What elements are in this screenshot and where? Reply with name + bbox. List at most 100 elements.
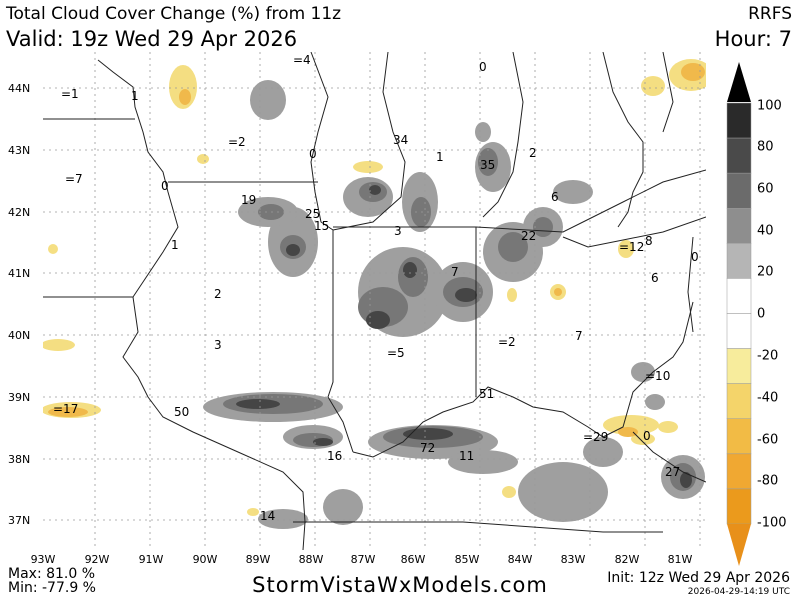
map-grid — [43, 52, 706, 550]
value-label: 27 — [665, 465, 680, 479]
lat-label: 44N — [8, 82, 31, 95]
lon-label: 91W — [138, 553, 164, 566]
value-label: 0 — [309, 147, 317, 161]
lon-label: 82W — [614, 553, 640, 566]
lon-label: 84W — [507, 553, 533, 566]
value-label: 0 — [691, 250, 699, 264]
color-legend — [726, 62, 752, 566]
value-label: 7 — [575, 329, 583, 343]
value-label: 6 — [651, 271, 659, 285]
site-name: StormVistaWxModels.com — [252, 573, 548, 597]
lon-label: 89W — [245, 553, 271, 566]
value-label: 11 — [459, 449, 474, 463]
legend-color-box — [726, 418, 752, 455]
legend-label: -100 — [757, 515, 787, 531]
lon-label: 83W — [560, 553, 586, 566]
value-label: 0 — [479, 60, 487, 74]
lat-label: 42N — [8, 206, 31, 219]
value-label: 25 — [305, 207, 320, 221]
legend-color-box — [726, 243, 752, 279]
legend-label: 100 — [757, 98, 782, 114]
valid-time: Valid: 19z Wed 29 Apr 2026 — [6, 27, 298, 51]
value-label: 19 — [241, 193, 256, 207]
lon-label: 92W — [84, 553, 110, 566]
chart-title: Total Cloud Cover Change (%) from 11z — [6, 4, 342, 24]
lon-label: 87W — [350, 553, 376, 566]
legend-label: 60 — [757, 181, 774, 197]
value-label: =2 — [228, 135, 246, 149]
value-label: =17 — [53, 402, 78, 416]
forecast-hour: Hour: 7 — [714, 27, 792, 51]
value-label: =10 — [645, 369, 670, 383]
value-label: =29 — [583, 430, 608, 444]
legend-color-box — [726, 453, 752, 490]
cloud-field — [43, 59, 706, 529]
legend-label: -60 — [757, 432, 779, 448]
state-borders — [43, 52, 706, 550]
value-label: 50 — [174, 405, 189, 419]
legend-label: -20 — [757, 348, 779, 364]
value-label: =12 — [619, 240, 644, 254]
value-label: 7 — [451, 265, 459, 279]
value-label: 15 — [314, 219, 329, 233]
value-label: 22 — [521, 229, 536, 243]
legend-label: -80 — [757, 473, 779, 489]
value-label: =4 — [293, 53, 311, 67]
value-label: 14 — [260, 509, 275, 523]
value-label: 2 — [214, 287, 222, 301]
legend-color-box — [726, 102, 752, 139]
value-label: 6 — [551, 190, 559, 204]
legend-arrow-top — [727, 62, 751, 102]
lon-label: 90W — [192, 553, 218, 566]
value-label: 1 — [131, 89, 139, 103]
lat-label: 38N — [8, 453, 31, 466]
value-label: 3 — [214, 338, 222, 352]
lon-label: 85W — [454, 553, 480, 566]
value-label: 0 — [643, 429, 651, 443]
legend-color-box — [726, 208, 752, 244]
lon-label: 93W — [30, 553, 56, 566]
value-label: =7 — [65, 172, 83, 186]
legend-color-box — [726, 137, 752, 174]
max-value: Max: 81.0 % — [8, 566, 96, 582]
lat-label: 43N — [8, 144, 31, 157]
lat-label: 37N — [8, 514, 31, 527]
value-label: 34 — [393, 133, 408, 147]
init-time: Init: 12z Wed 29 Apr 2026 — [607, 570, 790, 586]
map-canvas: =4 0 =1 1 =2 0 34 1 35 2 =7 0 19 25 15 6… — [43, 52, 706, 550]
legend-boxes — [726, 102, 752, 525]
legend-label: 0 — [757, 306, 766, 322]
legend-label: 40 — [757, 223, 774, 239]
value-label: 35 — [480, 158, 495, 172]
value-label: 3 — [394, 224, 402, 238]
value-label: 2 — [529, 146, 537, 160]
min-value: Min: -77.9 % — [8, 580, 96, 596]
value-label: 16 — [327, 449, 342, 463]
legend-color-box — [726, 278, 752, 314]
legend-color-box — [726, 313, 752, 349]
legend-label: 80 — [757, 139, 774, 155]
model-name: RRFS — [748, 4, 792, 24]
legend-color-box — [726, 383, 752, 419]
legend-color-box — [726, 488, 752, 525]
value-label: =5 — [387, 346, 405, 360]
value-label: =1 — [61, 87, 79, 101]
legend-label: 20 — [757, 264, 774, 280]
lat-label: 39N — [8, 391, 31, 404]
legend-color-box — [726, 172, 752, 209]
lat-label: 40N — [8, 329, 31, 342]
value-labels: =4 0 =1 1 =2 0 34 1 35 2 =7 0 19 25 15 6… — [53, 53, 699, 523]
lon-label: 86W — [400, 553, 426, 566]
value-label: =2 — [498, 335, 516, 349]
value-label: 1 — [171, 238, 179, 252]
lon-label: 88W — [298, 553, 324, 566]
legend-arrow-bottom — [727, 524, 751, 566]
weather-map: =4 0 =1 1 =2 0 34 1 35 2 =7 0 19 25 15 6… — [43, 52, 706, 550]
legend-color-box — [726, 348, 752, 384]
lon-label: 81W — [667, 553, 693, 566]
lat-label: 41N — [8, 267, 31, 280]
value-label: 8 — [645, 234, 653, 248]
timestamp: 2026-04-29-14:19 UTC — [687, 587, 790, 597]
value-label: 0 — [161, 179, 169, 193]
legend-label: -40 — [757, 390, 779, 406]
